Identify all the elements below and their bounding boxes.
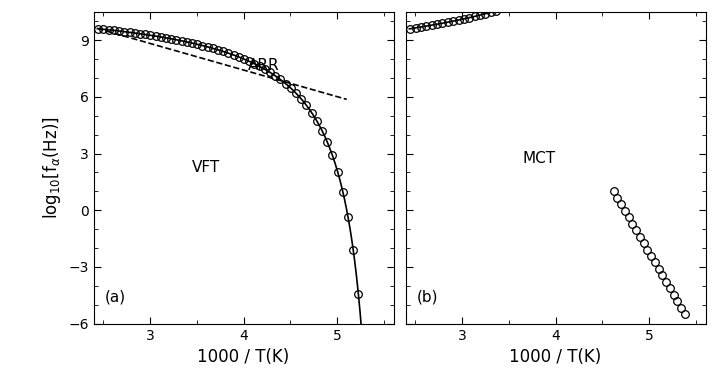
Text: MCT: MCT — [523, 151, 556, 166]
Text: ARR: ARR — [248, 58, 280, 73]
Text: (a): (a) — [105, 289, 126, 304]
Y-axis label: log$_{10}$[f$_{\alpha}$(Hz)]: log$_{10}$[f$_{\alpha}$(Hz)] — [41, 116, 63, 219]
Text: VFT: VFT — [192, 160, 220, 176]
Text: (b): (b) — [417, 289, 438, 304]
X-axis label: 1000 / T(K): 1000 / T(K) — [197, 348, 289, 366]
X-axis label: 1000 / T(K): 1000 / T(K) — [510, 348, 602, 366]
